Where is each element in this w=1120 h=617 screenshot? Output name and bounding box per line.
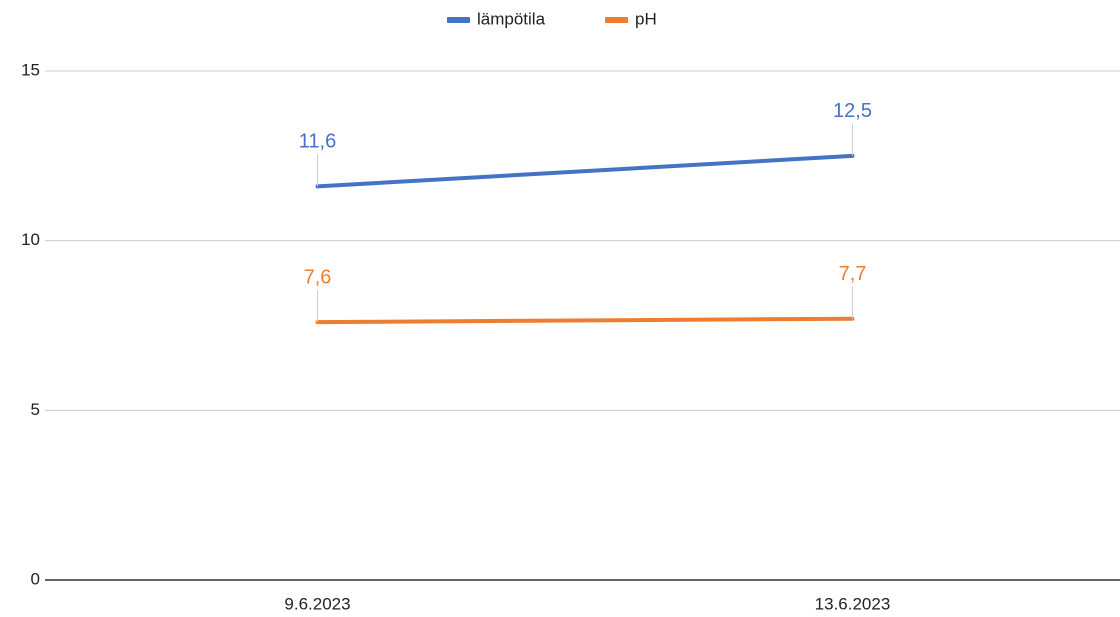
data-label: 7,7 bbox=[839, 263, 867, 285]
data-label: 7,6 bbox=[304, 266, 332, 288]
y-tick-label: 0 bbox=[31, 569, 40, 588]
y-tick-label: 5 bbox=[31, 400, 40, 419]
data-label: 12,5 bbox=[833, 100, 872, 122]
series-line bbox=[315, 316, 855, 325]
y-tick-label: 15 bbox=[21, 60, 40, 79]
legend-swatch bbox=[447, 17, 470, 23]
legend-label: pH bbox=[635, 9, 657, 28]
y-tick-label: 10 bbox=[21, 230, 40, 249]
series-line bbox=[315, 153, 855, 189]
x-tick-label: 13.6.2023 bbox=[815, 594, 891, 613]
x-tick-label: 9.6.2023 bbox=[284, 594, 350, 613]
legend-swatch bbox=[605, 17, 629, 23]
data-label: 11,6 bbox=[299, 131, 336, 153]
legend-label: lämpötila bbox=[477, 9, 546, 28]
